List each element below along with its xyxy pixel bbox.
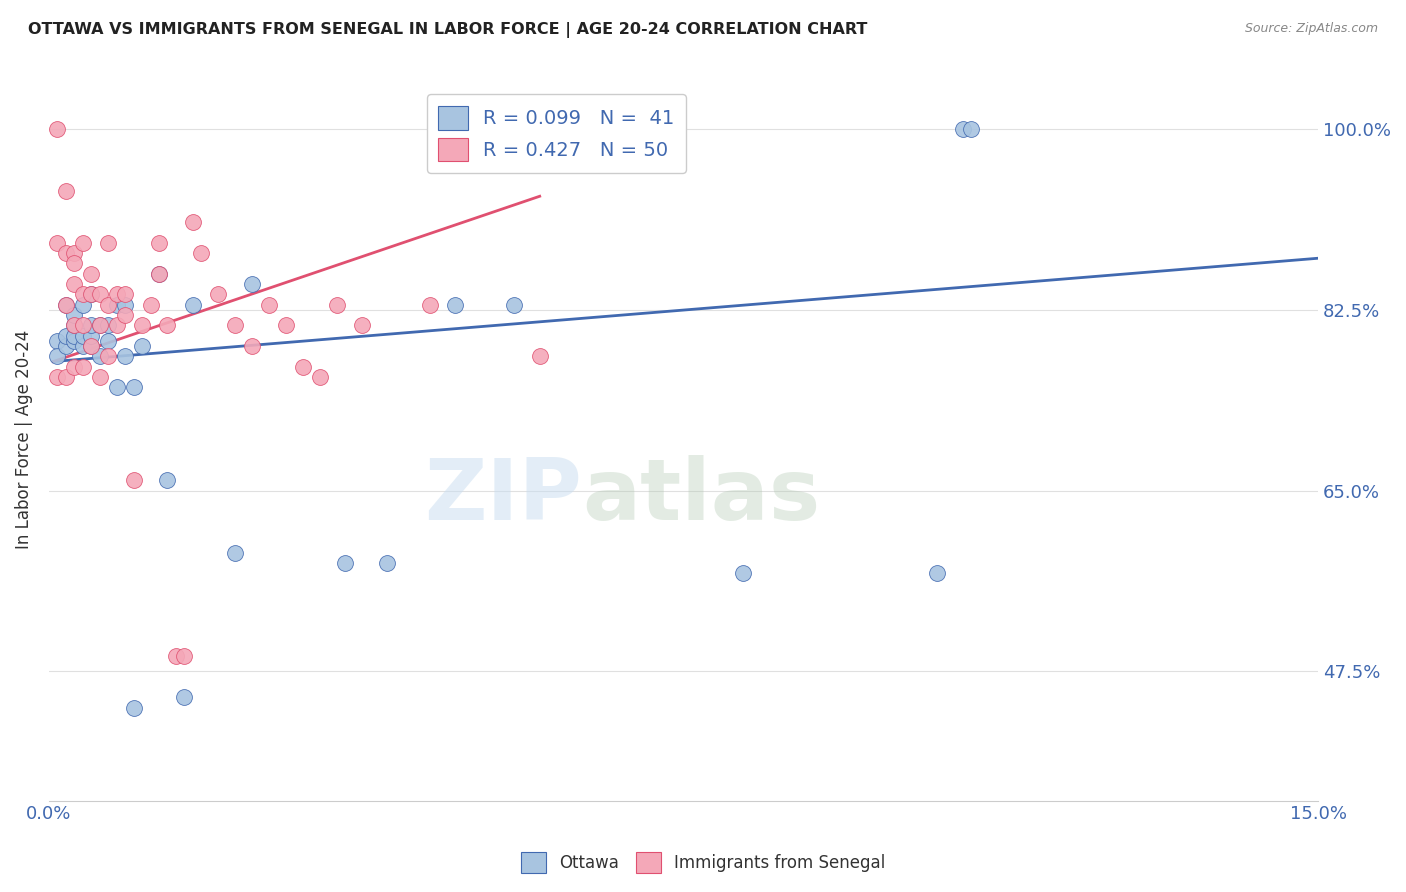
Point [114, 308, 136, 322]
Point [63, 246, 86, 260]
Point [148, 267, 170, 281]
Legend: Ottawa, Immigrants from Senegal: Ottawa, Immigrants from Senegal [515, 846, 891, 880]
Point [55, 298, 77, 312]
Point [105, 287, 128, 301]
Point [55, 298, 77, 312]
Point [80, 287, 103, 301]
Point [952, 122, 974, 136]
Text: atlas: atlas [582, 456, 820, 539]
Y-axis label: In Labor Force | Age 20-24: In Labor Force | Age 20-24 [15, 329, 32, 549]
Point [72, 359, 94, 374]
Point [190, 246, 212, 260]
Point [72, 287, 94, 301]
Point [63, 359, 86, 374]
Point [46, 370, 69, 384]
Point [207, 287, 229, 301]
Point [156, 318, 179, 333]
Point [55, 184, 77, 198]
Point [350, 318, 373, 333]
Point [165, 648, 187, 663]
Point [63, 318, 86, 333]
Point [80, 318, 103, 333]
Point [333, 556, 356, 570]
Text: OTTAWA VS IMMIGRANTS FROM SENEGAL IN LABOR FORCE | AGE 20-24 CORRELATION CHART: OTTAWA VS IMMIGRANTS FROM SENEGAL IN LAB… [28, 22, 868, 38]
Point [291, 359, 314, 374]
Point [55, 328, 77, 343]
Point [131, 339, 153, 353]
Text: ZIP: ZIP [425, 456, 582, 539]
Point [181, 298, 204, 312]
Point [114, 287, 136, 301]
Point [105, 298, 128, 312]
Point [148, 267, 170, 281]
Point [173, 690, 195, 705]
Point [257, 298, 280, 312]
Point [72, 339, 94, 353]
Point [63, 334, 86, 348]
Point [97, 350, 120, 364]
Point [89, 350, 111, 364]
Point [89, 318, 111, 333]
Point [377, 556, 399, 570]
Point [80, 287, 103, 301]
Point [46, 350, 69, 364]
Point [80, 339, 103, 353]
Point [927, 566, 949, 581]
Point [80, 328, 103, 343]
Point [97, 318, 120, 333]
Point [131, 318, 153, 333]
Point [63, 308, 86, 322]
Point [224, 546, 246, 560]
Point [89, 287, 111, 301]
Point [55, 246, 77, 260]
Point [173, 648, 195, 663]
Point [960, 122, 983, 136]
Point [156, 474, 179, 488]
Point [122, 700, 145, 714]
Point [97, 235, 120, 250]
Point [114, 350, 136, 364]
Point [63, 256, 86, 270]
Point [731, 566, 754, 581]
Point [63, 277, 86, 291]
Point [72, 235, 94, 250]
Point [55, 370, 77, 384]
Point [63, 318, 86, 333]
Point [63, 328, 86, 343]
Point [139, 298, 162, 312]
Point [72, 328, 94, 343]
Point [308, 370, 330, 384]
Point [80, 339, 103, 353]
Point [89, 370, 111, 384]
Point [240, 339, 263, 353]
Point [46, 334, 69, 348]
Point [105, 380, 128, 394]
Point [181, 215, 204, 229]
Point [55, 339, 77, 353]
Point [444, 298, 467, 312]
Point [46, 122, 69, 136]
Point [72, 298, 94, 312]
Text: Source: ZipAtlas.com: Source: ZipAtlas.com [1244, 22, 1378, 36]
Point [105, 318, 128, 333]
Point [274, 318, 297, 333]
Point [224, 318, 246, 333]
Point [148, 235, 170, 250]
Point [97, 334, 120, 348]
Point [89, 318, 111, 333]
Point [240, 277, 263, 291]
Point [122, 474, 145, 488]
Point [529, 350, 551, 364]
Point [419, 298, 441, 312]
Legend: R = 0.099   N =  41, R = 0.427   N = 50: R = 0.099 N = 41, R = 0.427 N = 50 [427, 95, 686, 173]
Point [325, 298, 347, 312]
Point [72, 318, 94, 333]
Point [46, 235, 69, 250]
Point [503, 298, 526, 312]
Point [97, 298, 120, 312]
Point [114, 298, 136, 312]
Point [80, 267, 103, 281]
Point [122, 380, 145, 394]
